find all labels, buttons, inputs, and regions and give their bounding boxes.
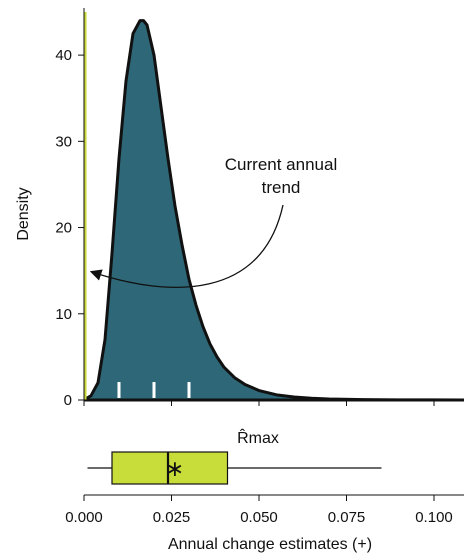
y-tick-label: 30 [55, 133, 72, 150]
y-axis-ticks: 0 10 20 30 40 [55, 47, 84, 409]
boxplot-mean-marker: ∗ [166, 456, 184, 481]
boxplot-box [111, 451, 229, 485]
annotation-line-2: trend [262, 178, 301, 197]
rmax-label: R̂max [237, 427, 279, 447]
x-tick-label: 0.025 [153, 509, 191, 526]
y-tick-label: 40 [55, 47, 72, 64]
annotation-arrow [89, 204, 284, 289]
annotation-line-1: Current annual [225, 155, 337, 174]
x-tick-label: 0.050 [240, 509, 278, 526]
x-axis-ticks-top [83, 400, 435, 406]
y-axis-title: Density [15, 187, 32, 240]
y-tick-label: 0 [64, 392, 72, 409]
rug-ticks [117, 382, 191, 398]
boxplot: ∗ [87, 451, 382, 485]
x-tick-label: 0.000 [65, 509, 103, 526]
x-axis-title: Annual change estimates (+) [168, 536, 372, 553]
x-tick-label: 0.075 [328, 509, 366, 526]
y-tick-label: 20 [55, 220, 72, 237]
y-tick-label: 10 [55, 306, 72, 323]
density-area [84, 19, 464, 402]
density-panel [84, 19, 464, 402]
x-tick-label: 0.100 [415, 509, 453, 526]
x-axis-ticks: 0.000 0.025 0.050 0.075 0.100 [65, 495, 453, 526]
